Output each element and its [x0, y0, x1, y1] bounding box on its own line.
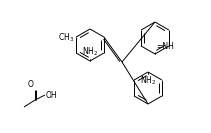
Text: O: O: [28, 80, 34, 89]
Text: NH$_2$: NH$_2$: [140, 74, 156, 87]
Text: CH$_3$: CH$_3$: [58, 32, 75, 44]
Text: NH$_2$: NH$_2$: [82, 46, 98, 59]
Text: =NH: =NH: [156, 42, 174, 51]
Text: OH: OH: [46, 90, 58, 99]
